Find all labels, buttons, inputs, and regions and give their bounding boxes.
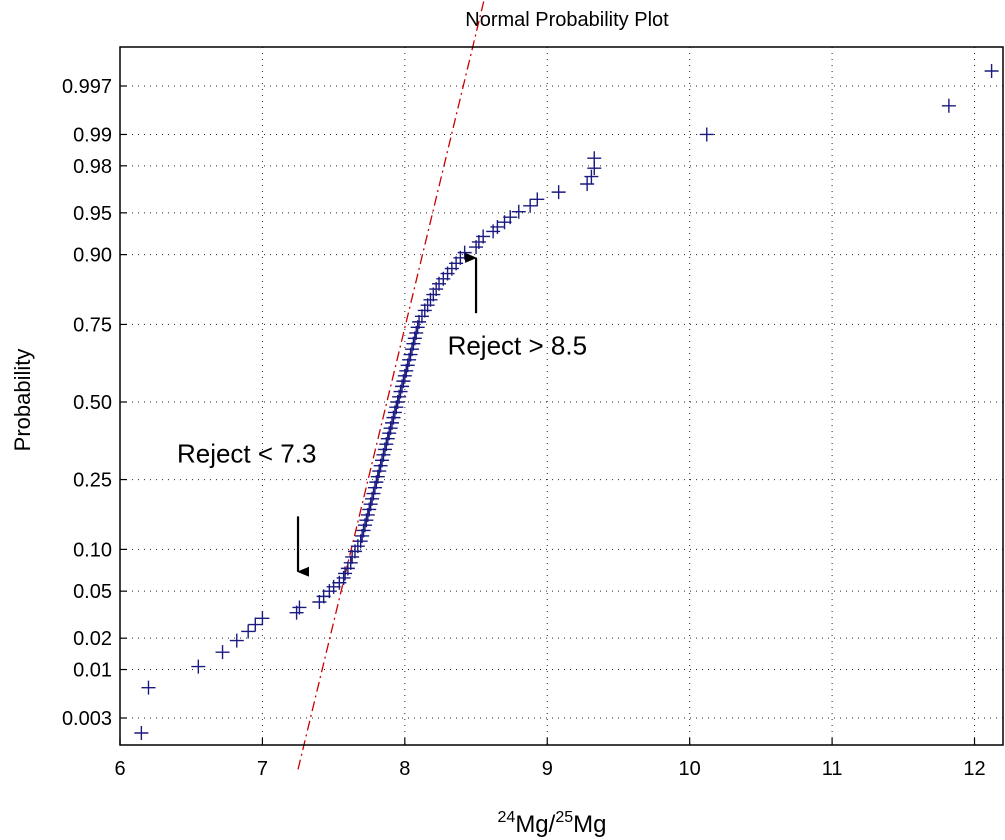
data-point (375, 453, 390, 468)
data-point (511, 204, 526, 219)
annotations: Reject > 8.5 Reject < 7.3 (177, 252, 587, 577)
data-point (530, 192, 545, 207)
data-point (523, 198, 538, 213)
data-point (345, 549, 360, 564)
data-point (343, 555, 358, 570)
data-point (503, 210, 518, 225)
data-point (292, 600, 307, 615)
y-tick-label: 0.50 (73, 392, 112, 414)
y-tick-label: 0.01 (73, 660, 112, 682)
y-tick-label: 0.75 (73, 314, 112, 336)
x-tick-label: 6 (114, 758, 125, 780)
data-point (551, 185, 566, 200)
data-point (404, 342, 419, 357)
y-tick-label: 0.10 (73, 539, 112, 561)
chart-title: Normal Probability Plot (465, 9, 669, 31)
y-tick-label: 0.98 (73, 156, 112, 178)
data-point (426, 287, 441, 302)
fit-line-group (297, 0, 485, 770)
y-tick-label: 0.997 (62, 76, 112, 98)
x-label-text-1: Mg/ (515, 811, 555, 838)
y-axis-label: Probability (10, 349, 35, 452)
data-point (363, 497, 378, 512)
annotation-label: Reject < 7.3 (177, 438, 316, 468)
x-tick-label: 9 (542, 758, 553, 780)
y-tick-label: 0.02 (73, 628, 112, 650)
x-tick-label: 11 (822, 758, 843, 780)
plot-frame (119, 46, 1004, 746)
x-tick-label: 12 (963, 758, 985, 780)
grid (119, 47, 1003, 745)
data-point (340, 561, 355, 576)
data-point (360, 507, 375, 522)
data-point (367, 480, 382, 495)
data-point (215, 645, 230, 660)
y-tick-label: 0.25 (73, 470, 112, 492)
x-axis-label: 24Mg/25Mg (498, 809, 607, 838)
data-point (355, 528, 370, 543)
data-point (134, 725, 149, 740)
data-point (941, 98, 956, 113)
y-axis-ticks: 0.003 0.01 0.02 0.05 0.10 0.25 0.50 0.75 0.90 0.9… (62, 76, 127, 730)
y-tick-label: 0.05 (73, 581, 112, 603)
data-point (248, 617, 263, 632)
data-point (457, 245, 472, 260)
data-point (229, 633, 244, 648)
data-point (699, 127, 714, 142)
y-tick-label: 0.95 (73, 203, 112, 225)
data-point (409, 325, 424, 340)
data-point (400, 358, 415, 373)
data-point (370, 469, 385, 484)
y-tick-label: 0.99 (73, 124, 112, 146)
data-point (372, 464, 387, 479)
y-tick-label: 0.90 (73, 245, 112, 267)
data-point (984, 64, 999, 79)
data-point (141, 680, 156, 695)
x-tick-label: 8 (399, 758, 410, 780)
data-point (414, 309, 429, 324)
x-tick-label: 7 (257, 758, 268, 780)
x-label-text-2: Mg (573, 811, 606, 838)
data-point (399, 363, 414, 378)
data-point (587, 151, 602, 166)
data-points (134, 64, 999, 740)
data-point (403, 347, 418, 362)
data-point (380, 431, 395, 446)
data-point (412, 314, 427, 329)
x-tick-label: 10 (679, 758, 701, 780)
data-point (476, 229, 491, 244)
x-label-superscript-24: 24 (498, 809, 516, 826)
data-point (241, 624, 256, 639)
x-label-superscript-25: 25 (555, 809, 573, 826)
data-point (255, 611, 270, 626)
data-point (584, 169, 599, 184)
data-point (369, 475, 384, 490)
fit-line (297, 0, 485, 770)
data-point (410, 320, 425, 335)
data-point (366, 486, 381, 501)
annotation-label: Reject > 8.5 (448, 331, 587, 361)
data-point (490, 219, 505, 234)
data-point (580, 176, 595, 191)
data-point (379, 437, 394, 452)
data-point (376, 447, 391, 462)
data-point (407, 331, 422, 346)
data-point (191, 659, 206, 674)
data-point (420, 298, 435, 313)
y-tick-label: 0.003 (62, 708, 112, 730)
x-axis-ticks: 6 7 8 9 10 11 12 (114, 738, 986, 780)
